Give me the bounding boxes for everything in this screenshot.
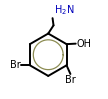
Text: OH: OH	[76, 39, 91, 49]
Text: Br: Br	[65, 75, 76, 85]
Text: H$_2$N: H$_2$N	[54, 3, 75, 17]
Text: Br: Br	[10, 60, 20, 70]
